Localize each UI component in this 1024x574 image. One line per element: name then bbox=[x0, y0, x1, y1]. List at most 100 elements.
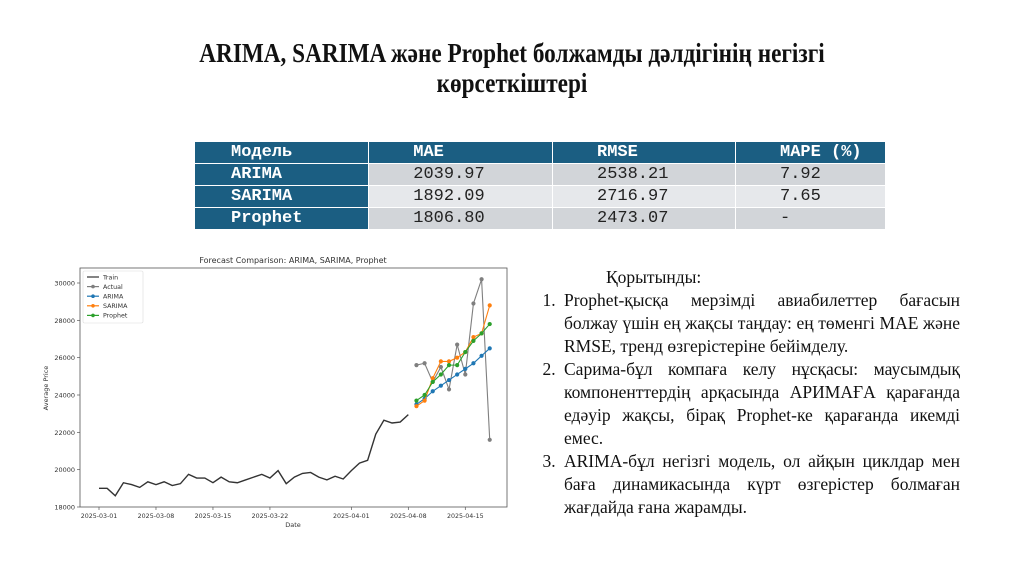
data-point bbox=[479, 277, 484, 282]
forecast-chart: Forecast Comparison: ARIMA, SARIMA, Prop… bbox=[42, 256, 508, 529]
data-point bbox=[446, 387, 452, 392]
series-line-train bbox=[99, 414, 409, 497]
data-point bbox=[471, 338, 476, 343]
table-row: Prophet 1806.80 2473.07 - bbox=[193, 207, 886, 230]
cell-mape: 7.65 bbox=[735, 185, 886, 208]
data-point bbox=[422, 361, 427, 366]
cell-model: ARIMA bbox=[193, 163, 370, 186]
data-point bbox=[446, 359, 452, 364]
data-point bbox=[414, 398, 419, 403]
data-point bbox=[455, 342, 460, 347]
series-line-actual bbox=[416, 279, 491, 440]
data-point bbox=[455, 355, 460, 360]
legend-marker bbox=[91, 304, 95, 308]
data-point bbox=[479, 353, 484, 358]
cell-mae: 1892.09 bbox=[368, 185, 553, 208]
x-axis-label: Date bbox=[285, 521, 301, 529]
data-point bbox=[487, 303, 492, 308]
series-lines bbox=[99, 277, 492, 497]
table-row: ARIMA 2039.97 2538.21 7.92 bbox=[193, 163, 886, 186]
data-point bbox=[487, 346, 492, 351]
slide-title: ARIMA, SARIMA және Prophet болжамды дәлд… bbox=[199, 38, 825, 98]
chart-title: Forecast Comparison: ARIMA, SARIMA, Prop… bbox=[199, 256, 386, 265]
legend-label: Prophet bbox=[103, 313, 128, 320]
cell-model: SARIMA bbox=[193, 185, 370, 208]
y-tick-label: 24000 bbox=[54, 392, 75, 400]
plot-area bbox=[79, 267, 508, 508]
data-point bbox=[455, 372, 460, 377]
legend-marker bbox=[91, 313, 95, 318]
table-header-row: Модель MAE RMSE MAPE (%) bbox=[193, 141, 886, 164]
data-point bbox=[463, 366, 468, 371]
data-point bbox=[471, 361, 476, 366]
conclusion-item: Сарима-бұл компаға келу нұсқасы: маусымд… bbox=[560, 358, 960, 450]
data-point bbox=[422, 392, 427, 398]
x-tick-label: 2025-03-01 bbox=[81, 513, 118, 520]
series-line-arima bbox=[416, 347, 491, 405]
data-point bbox=[430, 389, 435, 394]
table-row: SARIMA 1892.09 2716.97 7.65 bbox=[193, 185, 886, 208]
data-point bbox=[463, 372, 468, 377]
data-point bbox=[438, 372, 443, 377]
x-tick-label: 2025-03-08 bbox=[138, 513, 175, 520]
legend-label: SARIMA bbox=[103, 303, 128, 310]
data-point bbox=[446, 377, 452, 383]
x-tick-label: 2025-04-15 bbox=[447, 513, 484, 520]
data-point bbox=[438, 364, 443, 370]
data-point bbox=[487, 437, 492, 442]
series-line-prophet bbox=[416, 323, 491, 402]
x-tick-label: 2025-03-22 bbox=[252, 513, 289, 520]
data-point bbox=[438, 383, 443, 388]
x-tick-label: 2025-04-01 bbox=[333, 513, 370, 520]
cell-rmse: 2473.07 bbox=[552, 207, 736, 230]
data-point bbox=[414, 404, 419, 409]
y-tick-label: 28000 bbox=[54, 317, 75, 325]
header-mae: MAE bbox=[368, 141, 553, 164]
y-tick-label: 26000 bbox=[54, 354, 75, 362]
cell-mape: 7.92 bbox=[735, 163, 886, 186]
conclusions-heading: Қорытынды: bbox=[606, 267, 702, 287]
data-point bbox=[446, 363, 452, 368]
y-tick-label: 22000 bbox=[54, 429, 75, 437]
cell-rmse: 2716.97 bbox=[552, 185, 736, 208]
x-axis: 2025-03-01 2025-03-08 2025-03-15 2025-03-22… bbox=[81, 507, 484, 520]
chart-legend: Train Actual ARIMA SARIMA Prophet bbox=[82, 270, 144, 324]
legend-label: ARIMA bbox=[103, 294, 124, 301]
data-point bbox=[422, 398, 427, 403]
data-point bbox=[471, 301, 476, 306]
data-point bbox=[438, 359, 443, 364]
legend-label: Train bbox=[102, 274, 118, 281]
legend-box bbox=[82, 270, 144, 324]
conclusions-panel: Қорытынды: Prophet-қысқа мерзімді авиаби… bbox=[530, 266, 960, 519]
legend-marker bbox=[91, 294, 95, 299]
y-tick-label: 30000 bbox=[54, 280, 75, 288]
header-mape: MAPE (%) bbox=[735, 141, 886, 164]
conclusion-item: ARIMA-бұл негізгі модель, ол айқын циклд… bbox=[560, 450, 960, 519]
cell-mae: 1806.80 bbox=[368, 207, 553, 230]
data-point bbox=[414, 363, 419, 368]
header-rmse: RMSE bbox=[552, 141, 736, 164]
cell-model: Prophet bbox=[193, 207, 370, 230]
cell-rmse: 2538.21 bbox=[552, 163, 736, 186]
legend-label: Actual bbox=[103, 284, 123, 291]
legend-marker bbox=[91, 284, 95, 289]
x-tick-label: 2025-03-15 bbox=[195, 513, 232, 520]
cell-mape: - bbox=[735, 207, 886, 230]
conclusions-list: Prophet-қысқа мерзімді авиабилеттер баға… bbox=[530, 289, 960, 519]
data-point bbox=[471, 335, 476, 340]
data-point bbox=[455, 363, 460, 368]
y-axis-label: Average Price bbox=[42, 366, 50, 411]
cell-mae: 2039.97 bbox=[368, 163, 553, 186]
y-tick-label: 20000 bbox=[54, 466, 75, 474]
data-point bbox=[430, 379, 435, 385]
y-tick-label: 18000 bbox=[54, 504, 75, 512]
header-model: Модель bbox=[193, 141, 370, 164]
data-point bbox=[487, 321, 492, 327]
conclusion-item: Prophet-қысқа мерзімді авиабилеттер баға… bbox=[560, 289, 960, 358]
data-point bbox=[479, 331, 484, 336]
data-point bbox=[463, 349, 468, 355]
x-tick-label: 2025-04-08 bbox=[390, 513, 427, 520]
metrics-table: Модель MAE RMSE MAPE (%) ARIMA 2039.97 2… bbox=[193, 141, 886, 230]
data-point bbox=[430, 376, 435, 381]
y-axis: 18000 20000 22000 24000 26000 28000 30000 bbox=[54, 280, 80, 512]
